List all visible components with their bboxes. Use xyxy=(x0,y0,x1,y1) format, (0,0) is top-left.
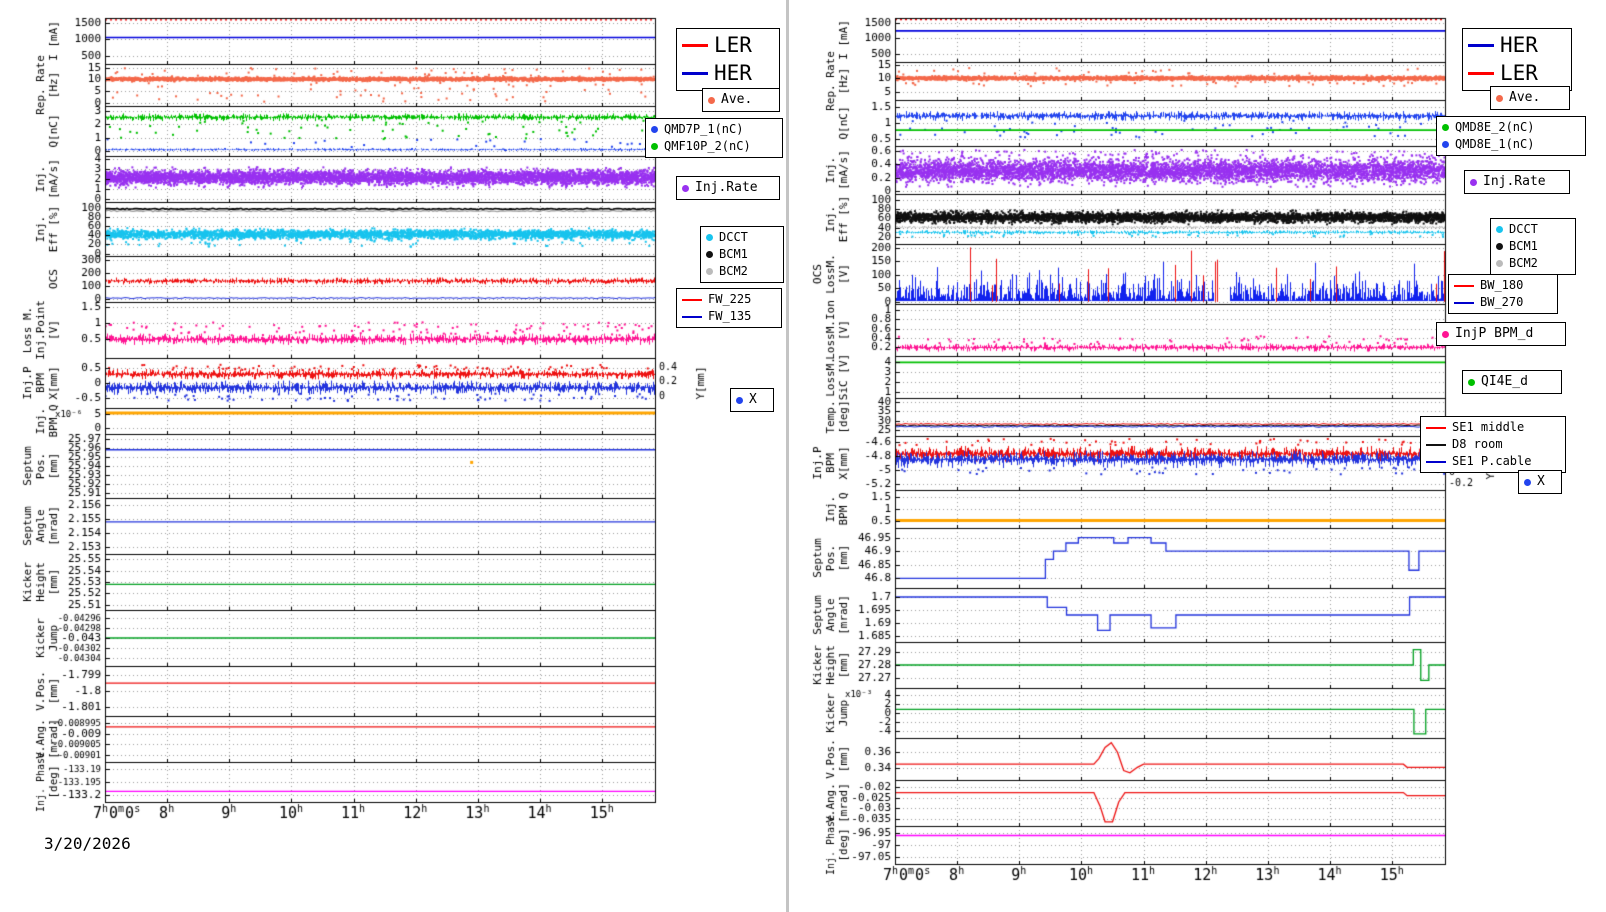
her-strip-charts-canvas xyxy=(790,0,1606,912)
date-label: 3/20/2026 xyxy=(44,834,131,853)
panel-her-injection: HER LER Ave. QMD8E_2(nC) QMD8E_1(nC) Inj.Rate… xyxy=(790,0,1606,912)
window-divider xyxy=(786,0,789,912)
panel-ler-injection: LER HER Ave. QMD7P_1(nC) QMF10P_2(nC) Inj.Rat… xyxy=(0,0,786,912)
ler-strip-charts-canvas xyxy=(0,0,786,912)
